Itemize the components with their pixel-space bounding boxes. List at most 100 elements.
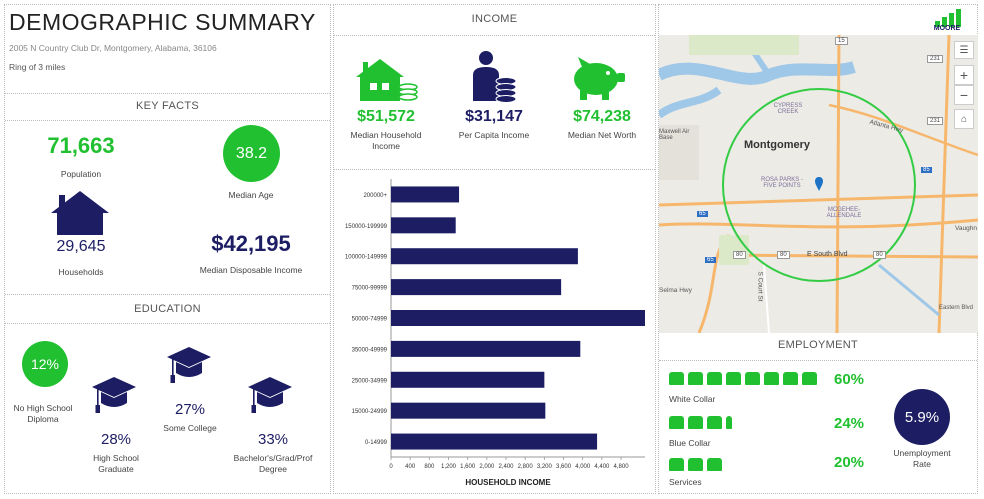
x-tick-label: 3,200 — [537, 464, 553, 470]
bachelors-value: 33% — [257, 431, 289, 448]
map-view[interactable]: Montgomery CYPRESS CREEK ROSA PARKS - FI… — [659, 35, 978, 333]
person-coins-icon — [470, 49, 518, 103]
x-tick-label: 1,600 — [460, 464, 476, 470]
median-household-income-label: Median Household Income — [350, 130, 422, 151]
list-icon: ☰ — [959, 44, 969, 56]
hs-label: High School Graduate — [93, 453, 139, 474]
worker-icon — [669, 458, 684, 471]
household-income-chart: 200000+ 150000-199999 100000-149999 75000-9… — [345, 179, 645, 487]
divider — [5, 93, 330, 94]
map-road-shield: 65 — [697, 211, 708, 217]
map-label: ROSA PARKS - FIVE POINTS — [761, 177, 803, 189]
minus-icon: − — [959, 87, 969, 103]
piggy-bank-icon — [568, 55, 626, 101]
hs-value: 28% — [100, 431, 132, 448]
logo-text: MOORE — [933, 25, 961, 32]
worker-icon — [802, 372, 817, 385]
worker-icon — [707, 372, 722, 385]
x-tick-label: 0 — [389, 464, 393, 470]
worker-icon — [669, 372, 684, 385]
services-icons — [669, 458, 722, 471]
y-tick-label: 35000-49999 — [352, 347, 388, 353]
divider — [5, 323, 330, 324]
y-tick-label: 15000-24999 — [352, 409, 388, 415]
blue-collar-label: Blue Collar — [669, 438, 711, 448]
income-header: INCOME — [471, 13, 518, 25]
x-tick-label: 2,000 — [479, 464, 495, 470]
x-tick-label: 4,800 — [614, 464, 630, 470]
bar — [391, 402, 546, 419]
education-header: EDUCATION — [134, 303, 201, 315]
zoom-in-button[interactable]: + — [954, 65, 974, 85]
zoom-out-button[interactable]: − — [954, 85, 974, 105]
map-road-shield: 80 — [777, 251, 790, 259]
worker-icon — [707, 416, 722, 429]
x-tick-label: 4,000 — [575, 464, 591, 470]
map-road-shield: 80 — [873, 251, 886, 259]
y-tick-label: 25000-34999 — [352, 378, 388, 384]
graduation-cap-icon — [166, 345, 212, 387]
map-road-shield: 231 — [927, 117, 944, 125]
worker-icon — [688, 458, 703, 471]
median-age-circle: 38.2 — [223, 125, 280, 182]
moore-logo: MOORE — [921, 7, 973, 35]
disposable-income-value: $42,195 — [211, 231, 291, 256]
bar — [391, 248, 578, 265]
map-road-shield: 231 — [927, 55, 944, 63]
median-age-label: Median Age — [228, 190, 274, 200]
map-label: Maxwell Air Base — [659, 129, 690, 141]
worker-icon — [688, 372, 703, 385]
worker-icon — [688, 416, 703, 429]
summary-panel: DEMOGRAPHIC SUMMARY 2005 N Country Club … — [4, 4, 331, 494]
home-button[interactable]: ⌂ — [954, 109, 974, 129]
house-icon — [49, 189, 111, 235]
worker-icon — [764, 372, 779, 385]
x-tick-label: 1,200 — [441, 464, 457, 470]
worker-icon — [669, 416, 684, 429]
services-label: Services — [669, 477, 702, 487]
unemployment-circle: 5.9% — [894, 389, 950, 445]
worker-icon — [707, 458, 722, 471]
page-title: DEMOGRAPHIC SUMMARY — [9, 9, 316, 35]
bachelors-label: Bachelor's/Grad/Prof Degree — [233, 453, 313, 474]
x-tick-label: 800 — [424, 464, 435, 470]
y-tick-label: 200000+ — [363, 193, 387, 199]
y-tick-label: 75000-99999 — [352, 286, 388, 292]
population-value: 71,663 — [47, 133, 115, 158]
income-panel: INCOME $51,572 Median Household Income $… — [333, 4, 656, 494]
x-tick-label: 2,800 — [518, 464, 534, 470]
y-tick-label: 50000-74999 — [352, 317, 388, 323]
divider — [334, 35, 655, 36]
map-road-shield: 85 — [921, 167, 932, 173]
blue-collar-icons — [669, 416, 732, 429]
no-hs-label: No High School Diploma — [13, 403, 73, 424]
divider — [5, 120, 330, 121]
map-road-shield: 15 — [835, 37, 848, 45]
map-employment-panel: MOORE Montgomery CYPRESS CREEK ROSA PARK… — [658, 4, 978, 494]
map-label: Selma Hwy — [659, 287, 692, 294]
legend-button[interactable]: ☰ — [954, 41, 974, 59]
unemployment-label: Unemployment Rate — [893, 448, 951, 469]
some-college-value: 27% — [174, 401, 206, 418]
y-tick-label: 150000-199999 — [345, 224, 388, 230]
bar — [391, 371, 545, 388]
bar — [391, 217, 456, 234]
x-tick-label: 3,600 — [556, 464, 572, 470]
map-canvas — [659, 35, 978, 333]
disposable-income-label: Median Disposable Income — [199, 265, 303, 275]
population-label: Population — [60, 169, 102, 179]
bar — [391, 310, 645, 326]
white-collar-value: 60% — [834, 371, 865, 388]
per-capita-income-label: Per Capita Income — [458, 130, 530, 140]
address-text: 2005 N Country Club Dr, Montgomery, Alab… — [9, 43, 217, 53]
median-household-income-value: $51,572 — [357, 108, 415, 125]
divider — [5, 294, 330, 295]
per-capita-income-value: $31,147 — [465, 108, 523, 125]
map-label: CYPRESS CREEK — [773, 103, 803, 115]
divider — [334, 169, 655, 170]
households-value: 29,645 — [56, 238, 106, 255]
blue-collar-value: 24% — [834, 415, 865, 432]
map-label: MCGEHEE-ALLENDALE — [826, 207, 862, 219]
map-city-label: Montgomery — [744, 139, 810, 151]
employment-header: EMPLOYMENT — [777, 339, 858, 351]
